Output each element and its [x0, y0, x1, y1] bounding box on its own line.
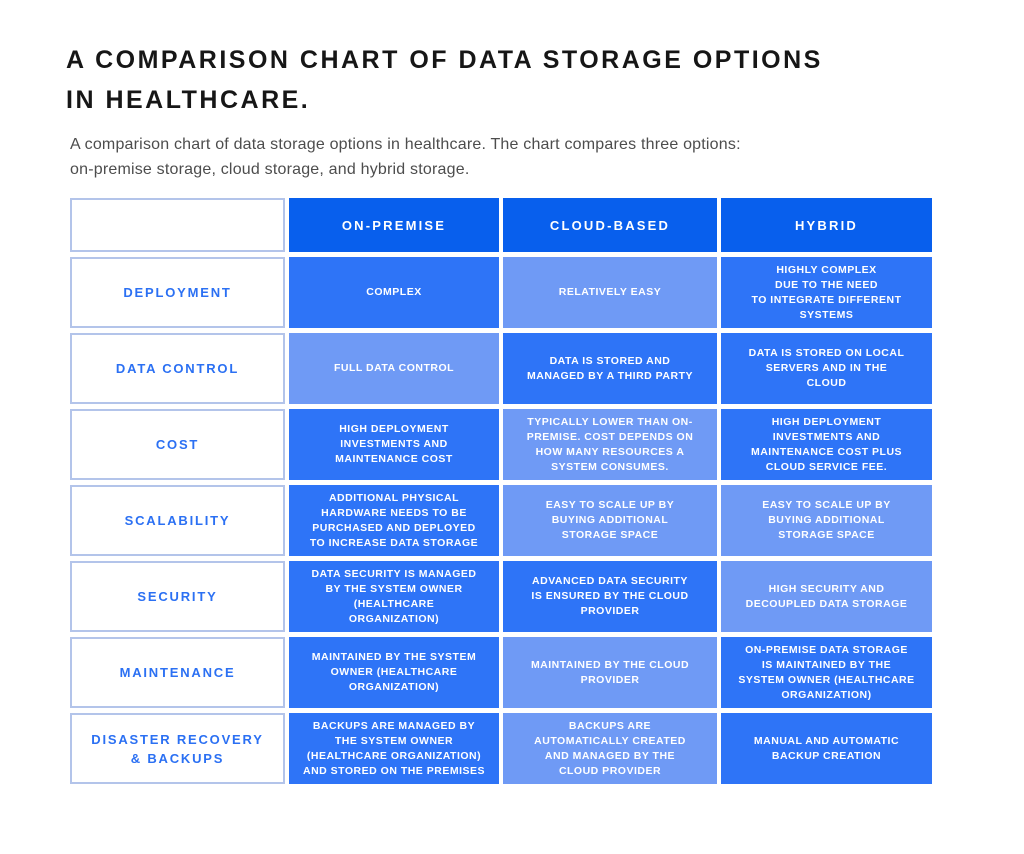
cell-maintenance-cloud-based: MAINTAINED BY THE CLOUD PROVIDER	[503, 637, 717, 708]
cell-disaster-recovery-hybrid: MANUAL AND AUTOMATIC BACKUP CREATION	[721, 713, 932, 784]
cell-cost-on-premise: HIGH DEPLOYMENT INVESTMENTS AND MAINTENA…	[289, 409, 499, 480]
column-header-on-premise: ON-PREMISE	[289, 198, 499, 252]
cell-cost-cloud-based: TYPICALLY LOWER THAN ON- PREMISE. COST D…	[503, 409, 717, 480]
row-label-security: SECURITY	[70, 561, 285, 632]
cell-deployment-cloud-based: RELATIVELY EASY	[503, 257, 717, 328]
cell-data-control-cloud-based: DATA IS STORED AND MANAGED BY A THIRD PA…	[503, 333, 717, 404]
cell-maintenance-hybrid: ON-PREMISE DATA STORAGE IS MAINTAINED BY…	[721, 637, 932, 708]
page-title: A COMPARISON CHART OF DATA STORAGE OPTIO…	[66, 46, 823, 114]
cell-scalability-cloud-based: EASY TO SCALE UP BY BUYING ADDITIONAL ST…	[503, 485, 717, 556]
cell-deployment-hybrid: HIGHLY COMPLEX DUE TO THE NEED TO INTEGR…	[721, 257, 932, 328]
column-header-cloud-based: CLOUD-BASED	[503, 198, 717, 252]
row-label-deployment: DEPLOYMENT	[70, 257, 285, 328]
row-label-maintenance: MAINTENANCE	[70, 637, 285, 708]
row-label-cost: COST	[70, 409, 285, 480]
page-subtitle: A comparison chart of data storage optio…	[70, 136, 741, 178]
cell-data-control-hybrid: DATA IS STORED ON LOCAL SERVERS AND IN T…	[721, 333, 932, 404]
column-header-hybrid: HYBRID	[721, 198, 932, 252]
cell-scalability-hybrid: EASY TO SCALE UP BY BUYING ADDITIONAL ST…	[721, 485, 932, 556]
cell-cost-hybrid: HIGH DEPLOYMENT INVESTMENTS AND MAINTENA…	[721, 409, 932, 480]
cell-security-on-premise: DATA SECURITY IS MANAGED BY THE SYSTEM O…	[289, 561, 499, 632]
row-label-scalability: SCALABILITY	[70, 485, 285, 556]
cell-security-cloud-based: ADVANCED DATA SECURITY IS ENSURED BY THE…	[503, 561, 717, 632]
row-label-disaster-recovery-backups: DISASTER RECOVERY & BACKUPS	[70, 713, 285, 784]
cell-maintenance-on-premise: MAINTAINED BY THE SYSTEM OWNER (HEALTHCA…	[289, 637, 499, 708]
cell-disaster-recovery-cloud-based: BACKUPS ARE AUTOMATICALLY CREATED AND MA…	[503, 713, 717, 784]
cell-data-control-on-premise: FULL DATA CONTROL	[289, 333, 499, 404]
row-label-data-control: DATA CONTROL	[70, 333, 285, 404]
comparison-table: ON-PREMISE CLOUD-BASED HYBRID DEPLOYMENT…	[70, 198, 932, 784]
corner-cell	[70, 198, 285, 252]
cell-deployment-on-premise: COMPLEX	[289, 257, 499, 328]
cell-scalability-on-premise: ADDITIONAL PHYSICAL HARDWARE NEEDS TO BE…	[289, 485, 499, 556]
cell-disaster-recovery-on-premise: BACKUPS ARE MANAGED BY THE SYSTEM OWNER …	[289, 713, 499, 784]
cell-security-hybrid: HIGH SECURITY AND DECOUPLED DATA STORAGE	[721, 561, 932, 632]
